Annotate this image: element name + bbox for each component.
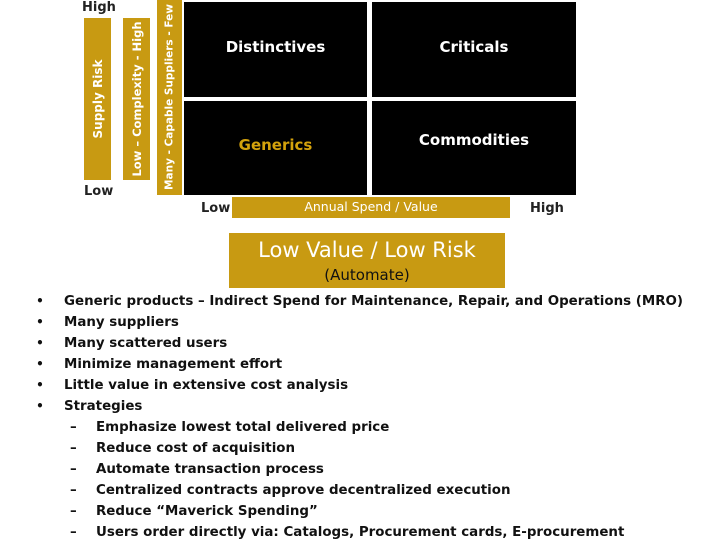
quadrant-distinctives-label: Distinctives <box>225 38 326 56</box>
quadrant-generics: Generics <box>184 101 367 195</box>
dash-glyph: – <box>70 441 77 456</box>
dash-glyph: – <box>70 504 77 519</box>
complexity-bar: Low – Complexity - High <box>123 18 150 180</box>
dash-glyph: – <box>70 462 77 477</box>
sub-list-item-text: Users order directly via: Catalogs, Proc… <box>96 525 625 540</box>
quadrant-distinctives: Distinctives <box>184 2 367 97</box>
annual-spend-label: Annual Spend / Value <box>304 199 438 214</box>
sub-list-item-text: Reduce cost of acquisition <box>96 441 296 456</box>
sub-list-item: – Automate transaction process <box>30 459 710 480</box>
quadrant-generics-label: Generics <box>238 136 313 154</box>
list-item: • Generic products – Indirect Spend for … <box>30 291 710 312</box>
annual-spend-bar: Annual Spend / Value <box>232 197 510 218</box>
callout-box: Low Value / Low Risk (Automate) <box>229 233 505 288</box>
quadrant-criticals-label: Criticals <box>439 38 509 56</box>
sub-list-item-text: Automate transaction process <box>96 462 324 477</box>
y-axis-high-label: High <box>82 0 116 15</box>
bullet-glyph: • <box>36 315 44 329</box>
sub-list-item: – Reduce “Maverick Spending” <box>30 501 710 522</box>
dash-glyph: – <box>70 525 77 540</box>
callout-subtitle: (Automate) <box>324 266 410 284</box>
list-item: • Strategies <box>30 396 710 417</box>
bullet-glyph: • <box>36 399 44 413</box>
suppliers-bar: Many - Capable Suppliers - Few <box>157 0 182 195</box>
sub-list-item: – Reduce cost of acquisition <box>30 438 710 459</box>
list-item-text: Many scattered users <box>64 336 228 351</box>
list-item: • Many suppliers <box>30 312 710 333</box>
sub-list-item: – Emphasize lowest total delivered price <box>30 417 710 438</box>
bullet-list: • Generic products – Indirect Spend for … <box>30 291 710 543</box>
bullet-glyph: • <box>36 336 44 350</box>
list-item-text: Many suppliers <box>64 315 179 330</box>
bullet-glyph: • <box>36 357 44 371</box>
bullet-glyph: • <box>36 378 44 392</box>
x-axis-high-label: High <box>530 201 564 216</box>
sub-list-item-text: Reduce “Maverick Spending” <box>96 504 318 519</box>
list-item-text: Little value in extensive cost analysis <box>64 378 349 393</box>
suppliers-label: Many - Capable Suppliers - Few <box>163 4 176 190</box>
list-item: • Little value in extensive cost analysi… <box>30 375 710 396</box>
quadrant-commodities-label: Commodities <box>418 131 530 149</box>
sub-list-item-text: Emphasize lowest total delivered price <box>96 420 390 435</box>
callout-title: Low Value / Low Risk <box>258 238 476 262</box>
y-axis-low-label: Low <box>84 184 114 199</box>
quadrant-criticals: Criticals <box>372 2 576 97</box>
sub-list-item: – Centralized contracts approve decentra… <box>30 480 710 501</box>
supply-risk-label: Supply Risk <box>91 59 105 139</box>
quadrant-commodities: Commodities <box>372 101 576 195</box>
dash-glyph: – <box>70 420 77 435</box>
complexity-label: Low – Complexity - High <box>130 21 144 177</box>
sub-list-item-text: Centralized contracts approve decentrali… <box>96 483 511 498</box>
list-item: • Minimize management effort <box>30 354 710 375</box>
sub-list-item: – Users order directly via: Catalogs, Pr… <box>30 522 710 543</box>
list-item: • Many scattered users <box>30 333 710 354</box>
list-item-text: Minimize management effort <box>64 357 283 372</box>
bullet-glyph: • <box>36 294 44 308</box>
dash-glyph: – <box>70 483 77 498</box>
list-item-text: Generic products – Indirect Spend for Ma… <box>64 294 684 309</box>
list-item-text: Strategies <box>64 399 143 414</box>
x-axis-low-label: Low <box>201 201 231 216</box>
supply-risk-bar: Supply Risk <box>84 18 111 180</box>
